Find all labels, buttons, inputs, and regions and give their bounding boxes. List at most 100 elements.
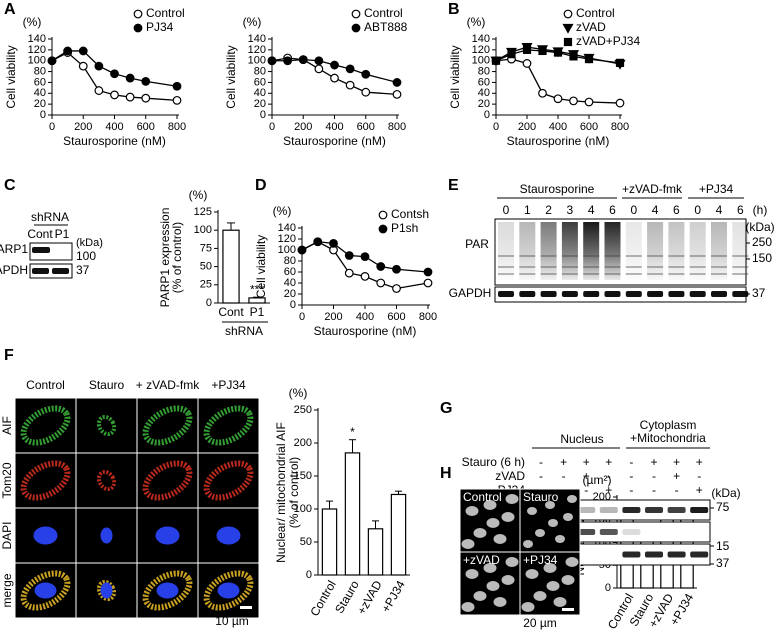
marker [392, 78, 402, 87]
smear [668, 222, 685, 280]
marker [507, 50, 516, 59]
band [577, 507, 596, 513]
sign: - [675, 483, 679, 497]
time-label: 6 [673, 203, 680, 217]
y-tick-label: 100 [472, 55, 490, 67]
y-tick-label: 60 [254, 76, 266, 88]
time-label: 4 [588, 203, 595, 217]
sign: + [650, 455, 657, 469]
nucleus [561, 575, 575, 585]
y-axis-label: Cell viability [224, 45, 238, 108]
x-axis-label: Staurosporine (nM) [63, 134, 166, 148]
band [540, 255, 557, 257]
smear [561, 222, 578, 280]
x-tick-label: 800 [419, 311, 437, 323]
x-tick-label: 600 [137, 121, 155, 133]
row-label: PARP1 [0, 242, 28, 256]
nucleus [493, 597, 507, 607]
y-unit: (%) [467, 15, 486, 29]
smear [583, 222, 600, 280]
band [732, 255, 749, 257]
y-tick-label: 140 [28, 33, 46, 45]
micrograph [75, 452, 138, 509]
y-tick-label: 120 [248, 44, 266, 56]
marker [584, 54, 594, 64]
band [519, 273, 536, 275]
nucleus [553, 597, 567, 607]
y-tick-label: 60 [284, 266, 296, 278]
band [519, 291, 536, 297]
unit-label: (kDa) [711, 486, 740, 500]
marker [615, 58, 625, 67]
legend-marker [378, 210, 388, 220]
legend-marker [562, 23, 574, 34]
y-tick-label: 60 [34, 76, 46, 88]
cell [96, 414, 117, 437]
nucleus [465, 569, 479, 579]
mw-marker: 37 [716, 556, 730, 570]
marker [94, 86, 104, 95]
marker [297, 245, 307, 255]
panel-caption: +zVAD [463, 553, 500, 567]
x-tick-label: 800 [168, 121, 186, 133]
band [732, 273, 749, 275]
nucleus [461, 602, 475, 612]
y-tick-label: 40 [254, 87, 266, 99]
sign: + [605, 483, 612, 497]
mw-marker: 15 [716, 539, 730, 553]
x-tick-label: +PJ34 [379, 578, 408, 615]
x-tick-label: 400 [105, 121, 123, 133]
mw-marker: 75 [716, 500, 730, 514]
sign: - [652, 483, 656, 497]
y-tick-label: 80 [254, 65, 266, 77]
time-label: 1 [524, 203, 531, 217]
mw-marker: 37 [76, 263, 90, 277]
marker [392, 89, 402, 99]
sign: - [562, 469, 566, 483]
band [690, 507, 709, 513]
band [625, 255, 642, 257]
band [645, 507, 663, 513]
legend-marker [563, 9, 573, 19]
cell [203, 405, 254, 446]
band [689, 291, 706, 297]
legend-marker [133, 9, 143, 19]
marker [125, 92, 135, 102]
band [647, 273, 664, 275]
nucleus [33, 526, 58, 545]
band [604, 291, 621, 297]
x-tick-label: 400 [356, 311, 374, 323]
y-tick-label: 0 [306, 569, 312, 581]
panel-label: C [4, 177, 16, 194]
sign: - [697, 469, 701, 483]
unit-label: (kDa) [76, 237, 103, 249]
series-line [301, 241, 429, 290]
y-tick-label: 125 [194, 206, 212, 218]
nucleus [483, 563, 497, 573]
nucleus [155, 526, 180, 545]
sign: - [584, 483, 588, 497]
cell [203, 460, 254, 501]
marker [172, 81, 182, 91]
marker [63, 46, 73, 56]
y-tick-label: 140 [248, 33, 266, 45]
y-tick-label: 100 [294, 503, 312, 515]
y-unit: (%) [289, 386, 308, 400]
band [519, 266, 536, 268]
panel-caption: Stauro [523, 490, 559, 504]
band [540, 291, 557, 297]
marker [360, 252, 370, 262]
legend-label: Control [364, 6, 403, 20]
nucleus [473, 591, 487, 601]
band [561, 291, 578, 297]
band [519, 255, 536, 257]
nucleus [543, 563, 557, 573]
panel-label: B [448, 1, 460, 18]
band [732, 291, 749, 297]
band [711, 273, 727, 275]
band [583, 291, 600, 297]
marker [423, 278, 433, 288]
band [583, 273, 600, 275]
x-tick-label: 800 [388, 121, 406, 133]
x-tick-label: 600 [580, 121, 598, 133]
